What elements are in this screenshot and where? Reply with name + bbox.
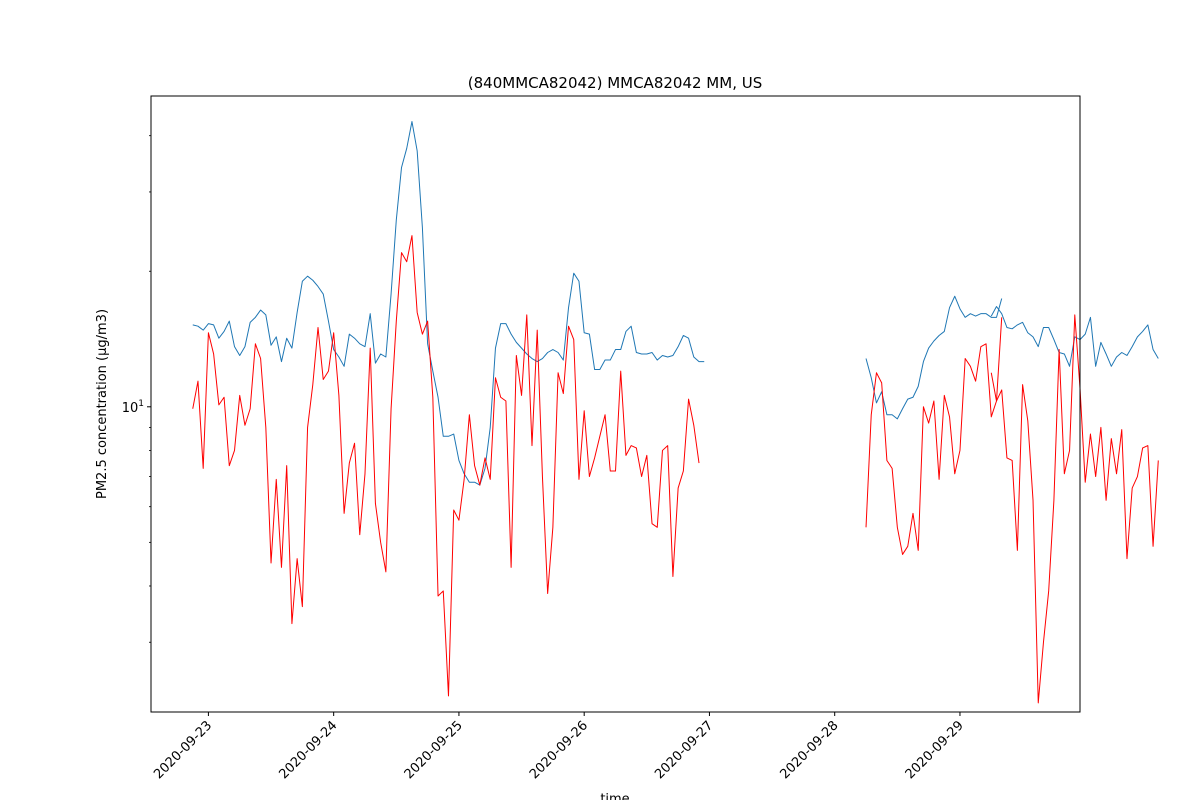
series-layer xyxy=(192,121,1159,704)
series-1-line-segment-1 xyxy=(192,121,705,486)
series-2-line-segment-3 xyxy=(990,314,1159,704)
series-2-line-segment-2 xyxy=(865,317,1003,555)
plot-area xyxy=(151,96,1080,712)
series-2-line-segment-1 xyxy=(192,235,700,697)
series-1-line-segment-2 xyxy=(865,295,1003,420)
y-tick-label: 101 xyxy=(122,399,144,416)
x-axis-label: time xyxy=(600,792,629,800)
y-axis-label: PM2.5 concentration (µg/m3) xyxy=(95,309,110,499)
chart-title: (840MMCA82042) MMCA82042 MM, US xyxy=(468,74,762,92)
plot-frame xyxy=(150,95,1081,713)
series-1-line-segment-3 xyxy=(990,306,1159,367)
